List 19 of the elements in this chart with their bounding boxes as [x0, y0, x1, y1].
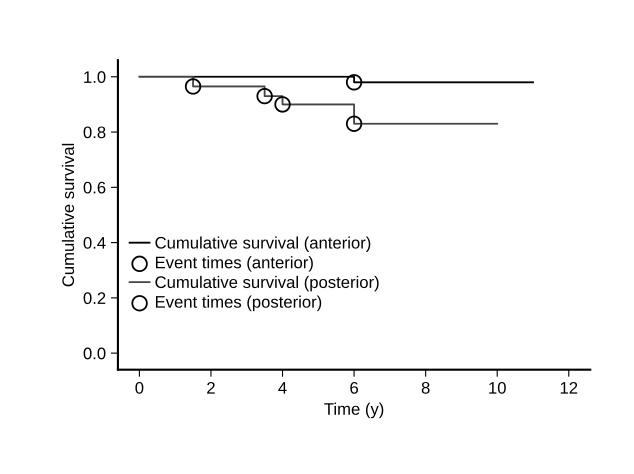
- y-tick-label: 0.8: [84, 126, 106, 138]
- y-axis-title: Cumulative survival: [62, 144, 74, 286]
- x-tick-label: 0: [135, 382, 144, 394]
- y-tick-label: 0.2: [84, 292, 106, 304]
- y-tick-label: 1.0: [84, 71, 106, 83]
- x-tick-label: 12: [560, 382, 578, 394]
- y-tick-label: 0.6: [84, 182, 106, 194]
- x-axis-title: Time (y): [324, 402, 384, 418]
- x-tick-label: 10: [489, 382, 506, 394]
- legend-label: Cumulative survival (anterior): [155, 236, 370, 252]
- legend-label: Cumulative survival (posterior): [155, 276, 379, 292]
- legend-label: Event times (posterior): [156, 296, 322, 312]
- x-tick-label: 8: [422, 382, 430, 394]
- x-tick-label: 6: [350, 382, 358, 394]
- x-tick-label: 2: [207, 382, 215, 394]
- x-tick-label: 4: [278, 382, 287, 394]
- y-tick-label: 0.4: [84, 236, 106, 249]
- legend-label: Event times (anterior): [156, 256, 313, 272]
- y-tick-label: 0.0: [84, 348, 106, 360]
